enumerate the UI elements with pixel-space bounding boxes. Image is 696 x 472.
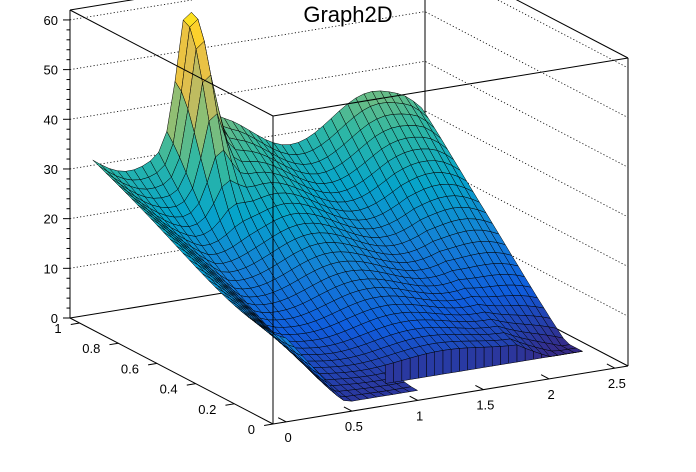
- y-tick-label: 0.4: [160, 382, 178, 397]
- z-tick-label: 0: [51, 311, 58, 326]
- y-tick: [148, 362, 158, 366]
- surface-wall-cell: [500, 345, 509, 365]
- x-tick: [277, 417, 287, 423]
- chart-title: Graph2D: [303, 2, 393, 27]
- surface-wall-cell: [409, 355, 419, 380]
- x-tick: [343, 406, 353, 412]
- z-tick-label: 40: [44, 112, 58, 127]
- box-edge-back: [515, 0, 629, 59]
- z-tick-label: 60: [44, 13, 58, 28]
- x-tick: [475, 385, 484, 391]
- surface-wall-cell: [491, 346, 501, 367]
- x-tick-label: 1.5: [476, 398, 494, 413]
- surface-wall-cell: [442, 349, 452, 375]
- surface-wall-cell: [557, 353, 567, 356]
- x-tick: [606, 363, 616, 369]
- surface-wall-cell: [574, 351, 583, 353]
- y-tick-label: 0.2: [198, 402, 216, 417]
- surface-wall-cell: [385, 362, 394, 384]
- y-tick: [225, 403, 235, 406]
- x-tick: [540, 374, 550, 380]
- x-tick-label: 0: [285, 430, 292, 445]
- y-tick-label: 1: [54, 321, 61, 336]
- surface-wall-cell: [426, 351, 435, 378]
- y-tick: [70, 322, 80, 325]
- box-edge-front: [69, 9, 274, 117]
- surface-mesh: [92, 11, 584, 402]
- y-tick-label: 0: [248, 422, 255, 437]
- x-tick-label: 1: [416, 408, 423, 423]
- z-tick-label: 10: [44, 261, 58, 276]
- box-edge-front: [272, 365, 629, 425]
- axis-box-front: [69, 9, 629, 425]
- x-tick-label: 0.5: [345, 419, 363, 434]
- surface-wall-cell: [508, 344, 518, 364]
- surface-wall-cell: [401, 357, 411, 382]
- box-edge-front: [69, 317, 274, 425]
- surface-wall-cell: [450, 348, 460, 374]
- x-tick-label: 2: [547, 387, 554, 402]
- grid-line: [69, 0, 629, 69]
- y-tick: [264, 423, 274, 426]
- z-tick-label: 50: [44, 63, 58, 78]
- x-tick-label: 2.5: [608, 376, 626, 391]
- surface-wall-cell: [483, 346, 493, 368]
- box-edge-front: [272, 57, 629, 117]
- surface-wall-cell: [459, 347, 468, 372]
- box-edge-back: [69, 0, 135, 11]
- y-tick-label: 0.6: [121, 361, 139, 376]
- surface-wall-cell: [467, 347, 477, 371]
- z-tick-label: 30: [44, 162, 58, 177]
- surface-cell: [278, 335, 295, 348]
- surface-wall-cell: [418, 353, 427, 379]
- x-tick: [409, 395, 418, 401]
- surface-wall-cell: [393, 360, 403, 383]
- surface-wall-cell: [434, 350, 444, 376]
- y-tick-label: 0.8: [82, 341, 100, 356]
- y-tick: [109, 342, 119, 346]
- surface-wall-cell: [566, 352, 575, 355]
- surface-wall-cell: [475, 346, 485, 370]
- grid-line: [69, 11, 629, 118]
- surface-cell: [92, 159, 108, 172]
- y-tick: [186, 383, 196, 386]
- z-tick-label: 20: [44, 212, 58, 227]
